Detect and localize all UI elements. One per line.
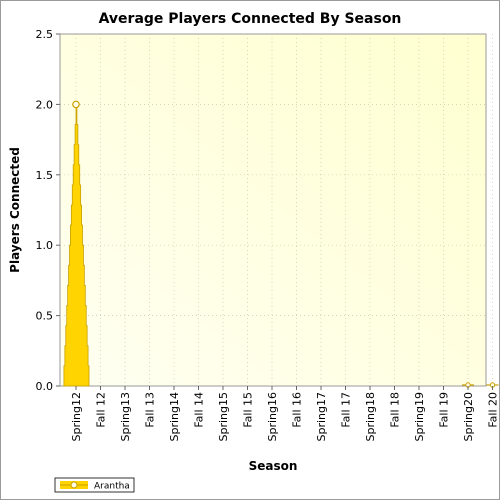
x-tick-label: Spring19	[413, 392, 426, 442]
series-arantha	[63, 100, 499, 388]
legend-marker	[70, 481, 78, 489]
x-tick-label: Spring17	[315, 392, 328, 442]
series-areas	[63, 100, 499, 388]
x-axis-label: Season	[249, 459, 298, 473]
x-tick-label: Fall 12	[95, 392, 108, 428]
plot-area	[59, 33, 487, 387]
legend-label: Arantha	[94, 482, 130, 492]
y-axis: 0.0 0.5 1.0 1.5 2.0 2.5	[36, 28, 60, 393]
x-tick-label: Fall 15	[242, 392, 255, 428]
x-tick-label: Fall 17	[340, 392, 353, 428]
x-tick-label: Spring13	[119, 392, 132, 442]
x-tick-label: Spring18	[364, 392, 377, 442]
grid-lines	[60, 34, 493, 386]
x-tick-label: Spring20	[462, 392, 475, 442]
y-tick-label: 1.0	[36, 239, 54, 252]
y-tick-label: 1.5	[36, 169, 54, 182]
x-tick-label: Spring16	[266, 392, 279, 442]
data-point	[72, 100, 80, 109]
legend: Arantha	[54, 477, 135, 493]
x-tick-label: Fall 19	[438, 392, 451, 428]
x-tick-label: Spring14	[168, 392, 181, 442]
y-axis-label: Players Connected	[8, 147, 22, 273]
x-tick-label: Spring12	[70, 392, 83, 442]
x-tick-label: Fall 20	[487, 392, 500, 428]
x-axis: Spring12 Fall 12 Spring13 Fall 13 Spring14 Fa…	[70, 386, 500, 442]
y-tick-label: 2.5	[36, 28, 54, 41]
x-tick-label: Spring15	[217, 392, 230, 442]
x-tick-label: Fall 13	[144, 392, 157, 428]
chart-title: Average Players Connected By Season	[99, 11, 402, 27]
x-tick-label: Fall 14	[193, 392, 206, 428]
x-tick-label: Fall 18	[389, 392, 402, 428]
y-tick-label: 0.0	[36, 380, 54, 393]
y-tick-label: 2.0	[36, 98, 54, 111]
x-tick-label: Fall 16	[291, 392, 304, 428]
y-tick-label: 0.5	[36, 310, 54, 323]
